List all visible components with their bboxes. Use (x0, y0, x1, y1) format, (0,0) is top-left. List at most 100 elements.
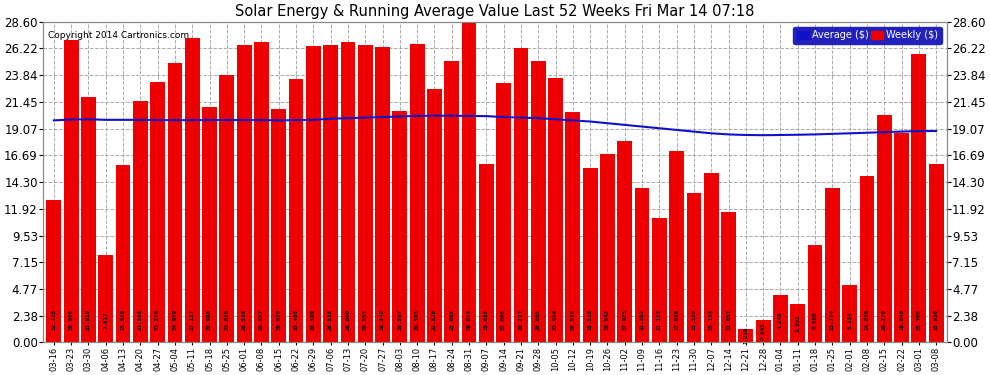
Bar (392, 111, 407, 342)
Title: Solar Energy & Running Average Value Last 52 Weeks Fri Mar 14 07:18: Solar Energy & Running Average Value Las… (236, 4, 754, 19)
Bar (461, 10, 476, 342)
Text: 15.936: 15.936 (934, 309, 939, 330)
Bar (202, 107, 217, 342)
Bar (929, 164, 943, 342)
Bar (220, 75, 235, 342)
Bar (254, 42, 269, 342)
Text: 23.095: 23.095 (501, 309, 506, 330)
Bar (375, 47, 390, 342)
Text: 16.842: 16.842 (605, 309, 610, 330)
Text: 5.134: 5.134 (847, 311, 852, 329)
Bar (341, 42, 355, 342)
Text: 22.626: 22.626 (432, 309, 437, 330)
Text: 18.640: 18.640 (899, 309, 904, 330)
Text: 7.817: 7.817 (103, 311, 108, 329)
Text: 20.996: 20.996 (207, 309, 212, 330)
Text: 15.829: 15.829 (121, 309, 126, 330)
Text: 23.820: 23.820 (225, 309, 230, 330)
Bar (514, 48, 529, 342)
Text: 24.959: 24.959 (172, 309, 177, 330)
Bar (445, 62, 459, 342)
Text: 20.538: 20.538 (570, 309, 575, 330)
Text: 11.657: 11.657 (726, 309, 731, 330)
Text: 1.236: 1.236 (743, 327, 748, 344)
Bar (808, 245, 823, 342)
Text: 23.488: 23.488 (294, 309, 299, 330)
Bar (63, 40, 78, 342)
Bar (531, 62, 545, 342)
Bar (825, 188, 840, 342)
Bar (81, 97, 96, 342)
Text: 20.597: 20.597 (397, 309, 402, 330)
Text: 4.248: 4.248 (778, 311, 783, 329)
Text: 25.765: 25.765 (917, 309, 922, 330)
Bar (635, 188, 649, 342)
Bar (842, 285, 857, 342)
Bar (652, 217, 666, 342)
Text: 14.839: 14.839 (864, 309, 869, 330)
Bar (912, 54, 927, 342)
Bar (877, 115, 892, 342)
Text: 26.227: 26.227 (519, 309, 524, 330)
Text: 20.270: 20.270 (882, 309, 887, 330)
Text: 15.885: 15.885 (484, 309, 489, 330)
Text: 21.568: 21.568 (138, 309, 143, 330)
Legend: Average ($), Weekly ($): Average ($), Weekly ($) (793, 27, 941, 44)
Text: 13.339: 13.339 (691, 309, 696, 330)
Text: 11.125: 11.125 (656, 309, 662, 330)
Bar (548, 78, 563, 342)
Bar (271, 109, 286, 342)
Text: 12.718: 12.718 (51, 309, 56, 330)
Text: 2.043: 2.043 (760, 322, 765, 340)
Text: 15.134: 15.134 (709, 309, 714, 330)
Text: 21.919: 21.919 (86, 309, 91, 330)
Bar (600, 154, 615, 342)
Bar (47, 200, 61, 342)
Bar (721, 212, 736, 342)
Text: 26.980: 26.980 (68, 309, 73, 330)
Text: 25.065: 25.065 (449, 309, 454, 330)
Text: 17.089: 17.089 (674, 309, 679, 330)
Text: 13.774: 13.774 (830, 309, 835, 330)
Text: 27.127: 27.127 (190, 309, 195, 330)
Bar (618, 141, 632, 342)
Bar (790, 304, 805, 342)
Bar (427, 89, 442, 342)
Text: 26.538: 26.538 (328, 309, 334, 330)
Bar (496, 84, 511, 342)
Text: 23.614: 23.614 (553, 309, 558, 330)
Bar (687, 193, 701, 342)
Text: 26.538: 26.538 (242, 309, 247, 330)
Text: 26.593: 26.593 (415, 309, 420, 330)
Bar (237, 45, 251, 342)
Bar (739, 328, 753, 342)
Bar (150, 82, 165, 342)
Bar (358, 45, 372, 342)
Bar (167, 63, 182, 342)
Text: 3.392: 3.392 (795, 315, 800, 332)
Text: 23.216: 23.216 (155, 309, 160, 330)
Text: 13.802: 13.802 (640, 309, 644, 330)
Text: 26.817: 26.817 (259, 309, 264, 330)
Bar (479, 164, 494, 342)
Text: 25.065: 25.065 (536, 309, 541, 330)
Text: 29.614: 29.614 (466, 309, 471, 330)
Bar (133, 100, 148, 342)
Bar (306, 46, 321, 342)
Bar (755, 320, 770, 342)
Bar (773, 295, 788, 342)
Bar (324, 45, 338, 342)
Text: 20.820: 20.820 (276, 309, 281, 330)
Text: 26.553: 26.553 (362, 309, 367, 330)
Text: Copyright 2014 Cartronics.com: Copyright 2014 Cartronics.com (48, 32, 189, 40)
Bar (116, 165, 131, 342)
Text: 15.518: 15.518 (588, 309, 593, 330)
Bar (289, 79, 303, 342)
Text: 26.800: 26.800 (346, 309, 350, 330)
Bar (859, 176, 874, 342)
Bar (410, 44, 425, 342)
Bar (894, 134, 909, 342)
Bar (669, 151, 684, 342)
Bar (185, 38, 200, 342)
Bar (704, 173, 719, 342)
